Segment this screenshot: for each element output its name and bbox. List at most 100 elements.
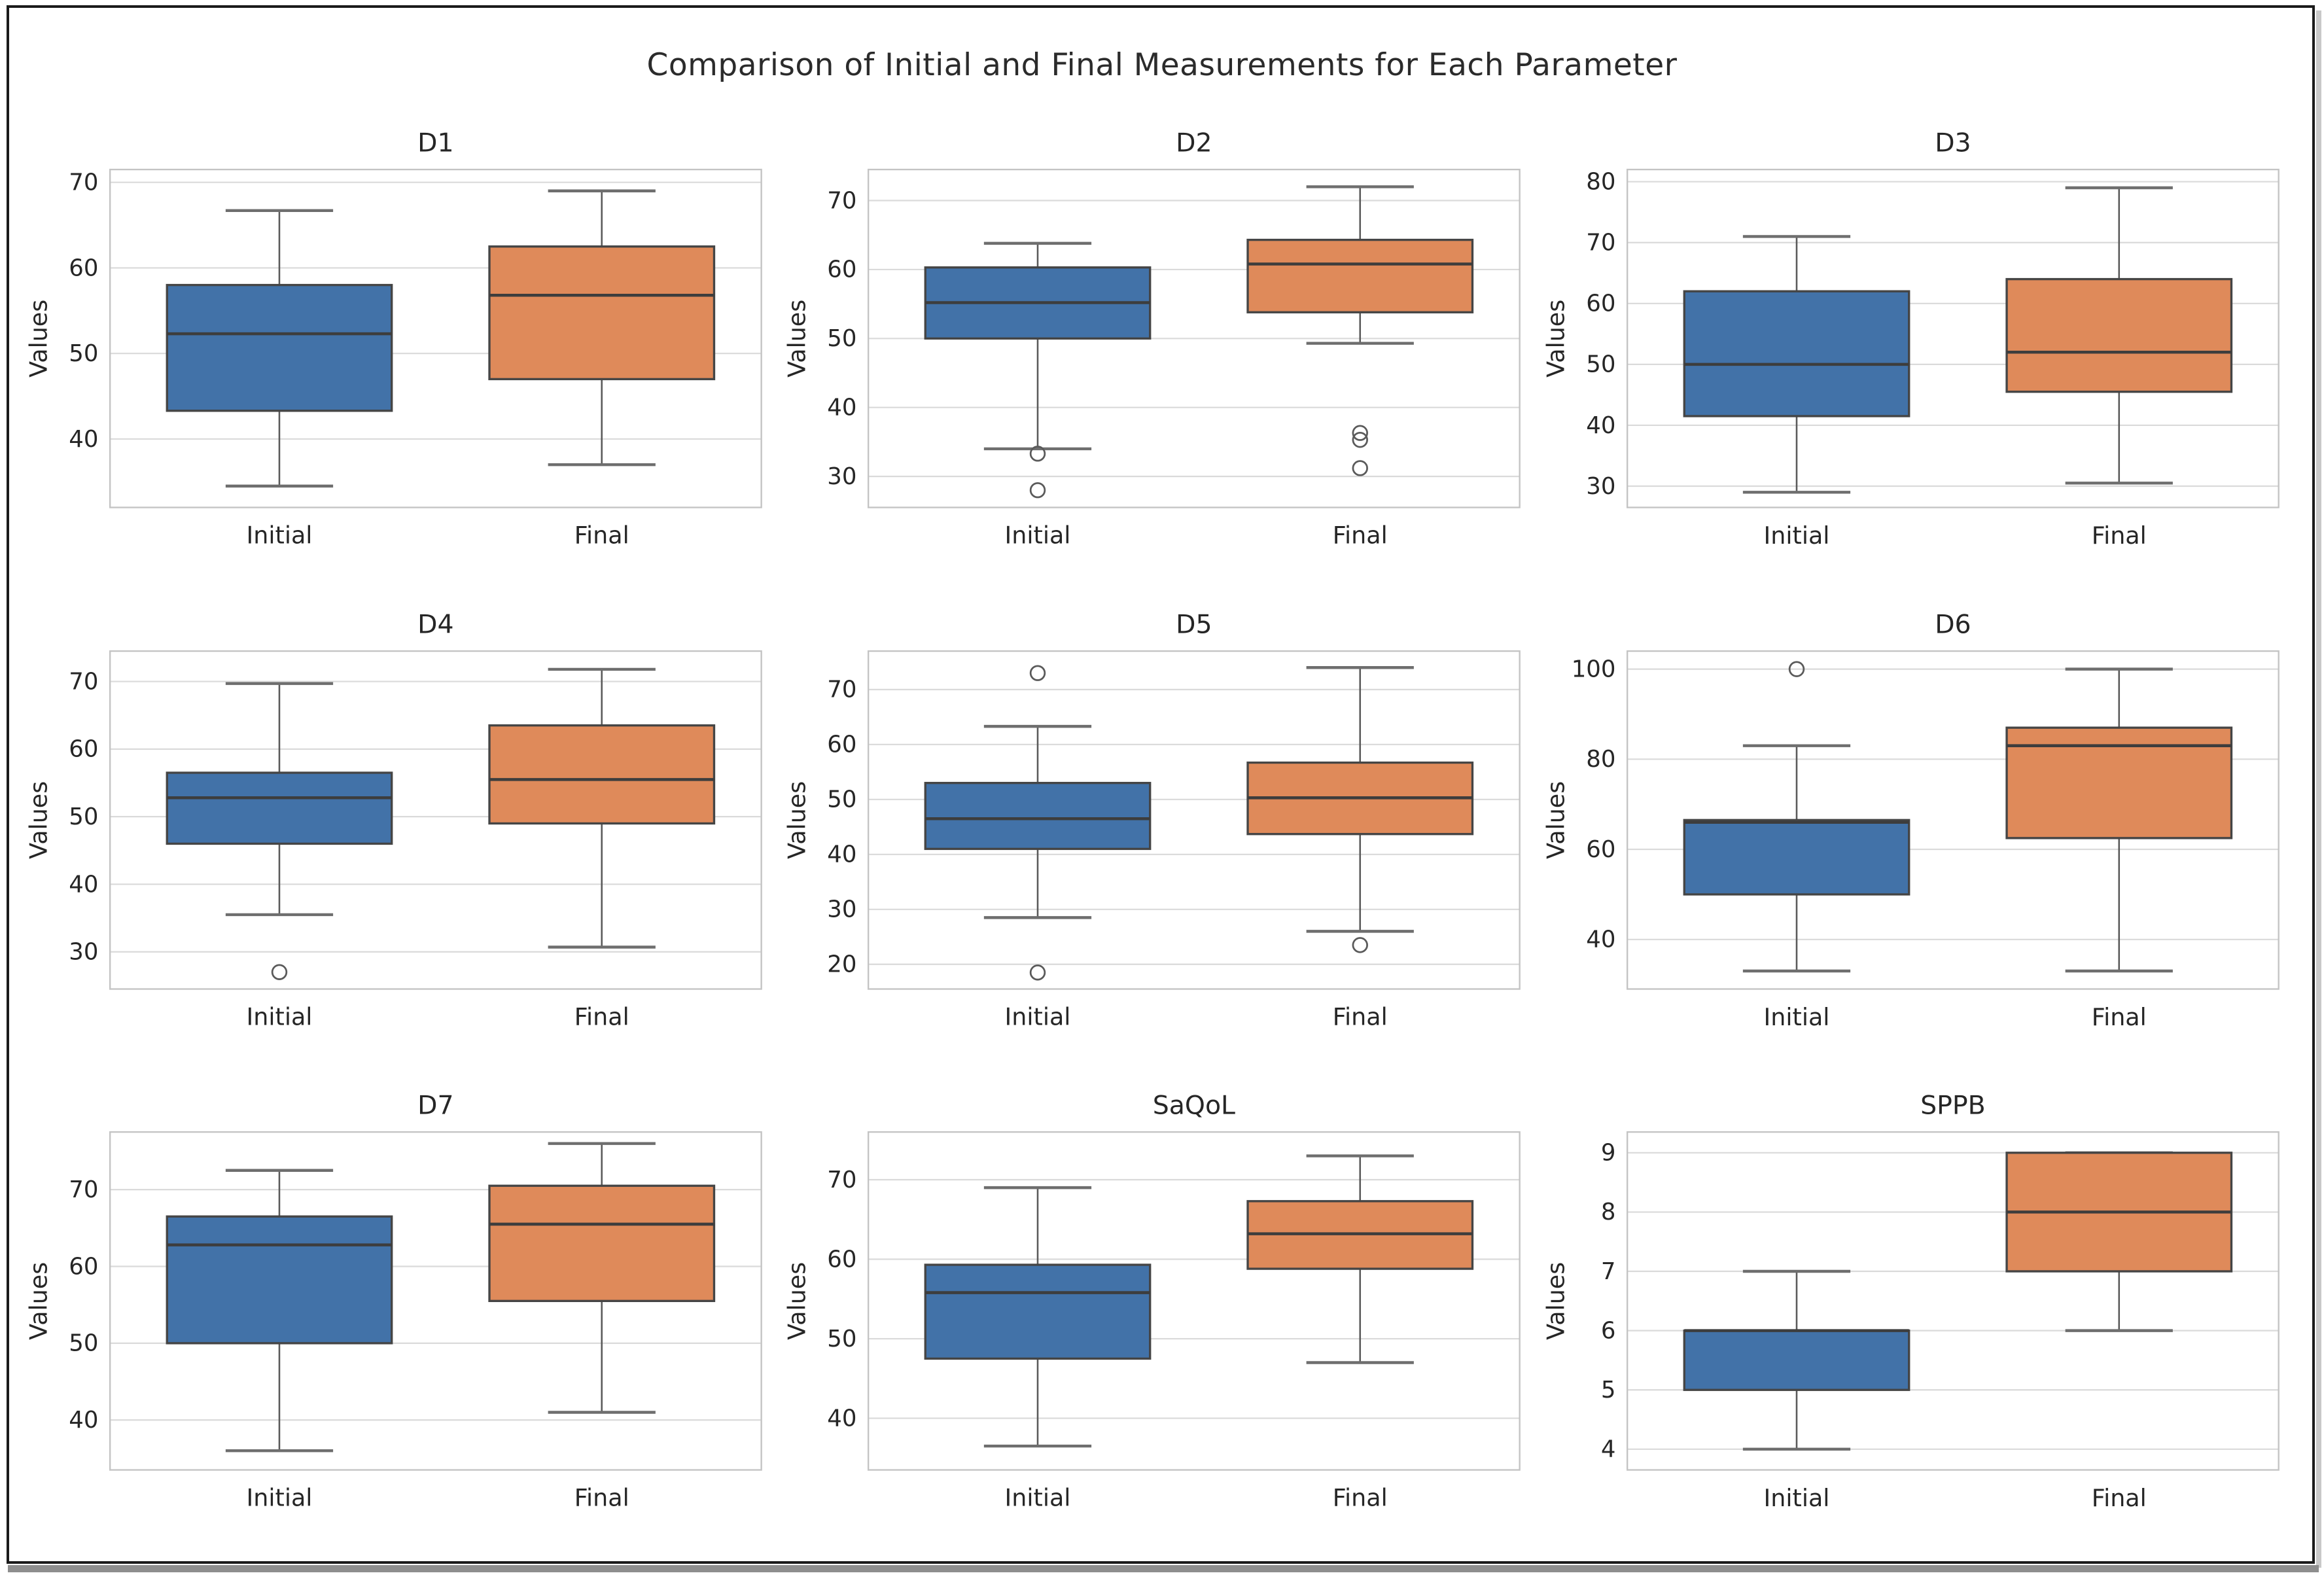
y-tick-label: 60 — [828, 731, 857, 758]
boxplot-final — [488, 1142, 716, 1414]
plot-border — [868, 650, 1521, 990]
y-tick-label: 80 — [1586, 746, 1615, 773]
boxplot-final — [488, 667, 716, 949]
x-tick-label: Final — [574, 521, 629, 550]
x-tick-label: Final — [2091, 1002, 2146, 1031]
boxplot-initial — [924, 1186, 1152, 1448]
boxplot-final — [1246, 665, 1474, 953]
x-tick-label: Initial — [1005, 1484, 1071, 1512]
iqr-box — [166, 283, 393, 412]
outlier-point — [1030, 964, 1046, 981]
iqr-box — [2005, 277, 2232, 393]
y-tick-label: 9 — [1601, 1140, 1616, 1167]
outlier-point — [1030, 664, 1046, 681]
y-axis-label: Values — [27, 781, 53, 858]
y-tick-label: 40 — [828, 841, 857, 868]
x-tick-label: Final — [2091, 521, 2146, 550]
subplot-title: D4 — [417, 610, 453, 639]
iqr-box — [924, 781, 1152, 850]
iqr-box — [924, 1263, 1152, 1360]
boxplot-initial — [1683, 1269, 1910, 1451]
boxplot-final — [2005, 1151, 2232, 1332]
x-tick-label: Final — [1333, 1484, 1388, 1512]
subplot-title: D1 — [417, 128, 453, 158]
x-tick-label: Initial — [1763, 521, 1829, 550]
subplot-title: SaQoL — [1153, 1091, 1235, 1120]
iqr-box — [166, 771, 393, 845]
y-tick-label: 70 — [828, 187, 857, 214]
y-tick-label: 70 — [828, 676, 857, 703]
subplot-title: D7 — [417, 1091, 453, 1120]
outlier-point — [271, 964, 288, 980]
iqr-box — [1683, 290, 1910, 417]
x-tick-label: Initial — [1763, 1484, 1829, 1512]
y-tick-label: 70 — [69, 1176, 98, 1203]
iqr-box — [1246, 238, 1474, 313]
subplot-canvas-D1: D1 Values 40 50 60 70 Initial Final — [27, 128, 762, 550]
x-tick-label: Final — [574, 1484, 629, 1512]
outlier-point — [1352, 936, 1369, 953]
subplot-SPPB: SPPB Values 4 5 6 7 8 9 Initial Final — [1545, 1091, 2293, 1562]
x-tick-label: Initial — [247, 521, 313, 550]
y-tick-label: 8 — [1601, 1199, 1616, 1226]
plot-border — [868, 1131, 1521, 1471]
outlier-point — [1352, 425, 1369, 441]
y-tick-label: 60 — [1586, 836, 1615, 862]
outlier-point — [1030, 446, 1046, 462]
subplot-title: D2 — [1176, 128, 1212, 158]
subplot-canvas-D2: D2 Values 30 40 50 60 70 Initial Final — [786, 128, 1521, 550]
subplot-D5: D5 Values 20 30 40 50 60 70 Initial Final — [786, 610, 1534, 1081]
x-tick-label: Final — [1333, 521, 1388, 550]
y-tick-label: 5 — [1601, 1377, 1616, 1403]
y-tick-label: 30 — [828, 463, 857, 490]
outlier-point — [1788, 660, 1805, 677]
plot-border — [868, 168, 1521, 508]
boxplot-initial — [924, 664, 1152, 981]
x-tick-label: Initial — [1763, 1002, 1829, 1031]
boxplot-initial — [166, 209, 393, 488]
y-tick-label: 70 — [828, 1167, 857, 1193]
y-tick-label: 50 — [69, 340, 98, 367]
boxplot-final — [2005, 667, 2232, 972]
frame-shadow-right — [2316, 10, 2321, 1568]
x-tick-label: Initial — [1005, 1002, 1071, 1031]
y-tick-label: 60 — [69, 735, 98, 762]
frame-shadow-bottom — [8, 1565, 2319, 1572]
subplot-title: D6 — [1935, 610, 1971, 639]
y-tick-label: 20 — [828, 951, 857, 978]
outlier-point — [1352, 460, 1369, 476]
boxplot-initial — [166, 681, 393, 980]
plot-border — [1626, 1131, 2280, 1471]
y-tick-label: 60 — [69, 255, 98, 281]
iqr-box — [488, 245, 716, 381]
iqr-box — [488, 1184, 716, 1303]
plot-border — [1626, 168, 2280, 508]
plot-border — [109, 650, 762, 990]
y-tick-label: 40 — [828, 1405, 857, 1432]
y-tick-label: 70 — [69, 668, 98, 695]
y-tick-label: 80 — [1586, 169, 1615, 196]
subplot-SaQoL: SaQoL Values 40 50 60 70 Initial Final — [786, 1091, 1534, 1562]
y-axis-label: Values — [786, 781, 811, 858]
y-tick-label: 60 — [828, 256, 857, 283]
iqr-box — [488, 724, 716, 824]
y-tick-label: 40 — [69, 426, 98, 453]
boxplot-initial — [166, 1169, 393, 1453]
y-tick-label: 50 — [828, 1326, 857, 1352]
y-tick-label: 30 — [1586, 473, 1615, 500]
y-axis-label: Values — [1545, 300, 1570, 378]
subplot-D7: D7 Values 40 50 60 70 Initial Final — [27, 1091, 775, 1562]
y-tick-label: 50 — [828, 325, 857, 352]
subplot-D3: D3 Values 30 40 50 60 70 80 Initial Final — [1545, 128, 2293, 599]
subplot-D6: D6 Values 40 60 80 100 Initial Final — [1545, 610, 2293, 1081]
y-tick-label: 4 — [1601, 1436, 1616, 1463]
subplot-canvas-SPPB: SPPB Values 4 5 6 7 8 9 Initial Final — [1545, 1091, 2280, 1512]
subplot-title: D3 — [1935, 128, 1971, 158]
y-axis-label: Values — [27, 1262, 53, 1340]
iqr-box — [1683, 819, 1910, 896]
y-tick-label: 6 — [1601, 1317, 1616, 1344]
y-tick-label: 60 — [1586, 291, 1615, 317]
y-axis-label: Values — [1545, 781, 1570, 858]
plot-border — [1626, 650, 2280, 990]
boxplot-final — [1246, 185, 1474, 476]
